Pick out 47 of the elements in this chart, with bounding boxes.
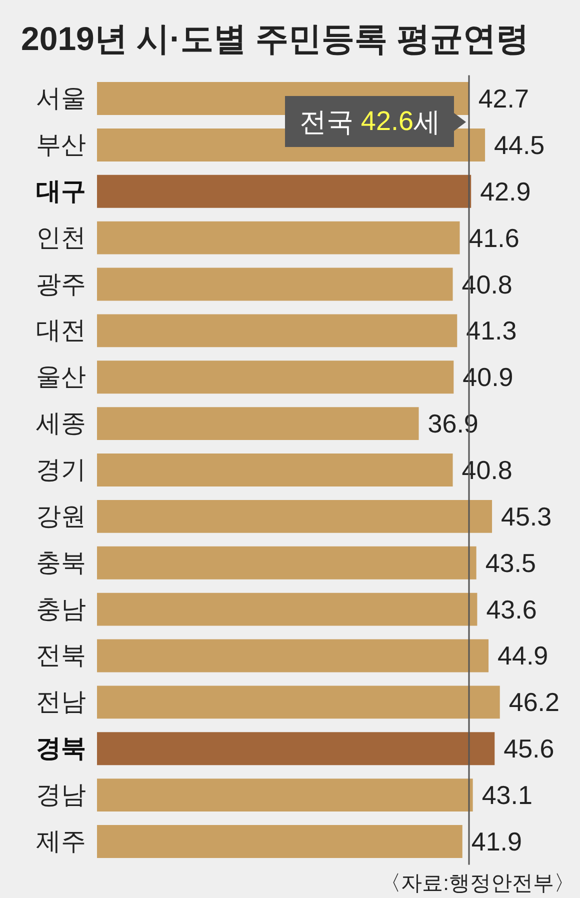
data-label: 43.1 [482,780,532,810]
bar [97,546,476,580]
data-label: 45.6 [504,734,554,764]
bar [97,268,453,301]
data-label: 44.5 [494,130,545,160]
y-tick-label: 전남 [36,688,86,716]
bar [97,314,458,348]
bar [97,592,478,626]
y-tick-label: 세종 [36,410,86,438]
bar [97,732,495,766]
y-tick-label: 제주 [36,827,86,856]
bar [97,407,419,440]
y-tick-label: 광주 [36,270,86,298]
chart-title: 2019년 시·도별 주민등록 평균연령 [21,20,529,57]
bar [97,825,462,858]
y-tick-label: 경남 [36,781,86,810]
y-tick-label: 충남 [36,595,86,624]
data-label: 43.6 [486,594,537,624]
data-label: 46.2 [508,687,560,718]
data-label: 42.7 [478,84,529,114]
data-label: 41.6 [468,222,520,253]
bar [97,221,460,254]
text: 〈자료:행정안전부〉 [380,872,576,895]
y-tick-label: 대전 [36,316,86,345]
ref-line-label: 전국 42.6세 [285,96,454,148]
data-label: 45.3 [501,501,552,532]
y-tick-label: 인천 [36,224,86,252]
y-tick-label: 울산 [36,363,86,392]
y-tick-label: 부산 [36,130,86,159]
data-label: 41.9 [471,826,522,856]
y-tick-label: 전북 [36,642,86,670]
bar [97,778,473,812]
bar [97,454,453,486]
y-tick-label: 충북 [36,548,86,577]
y-tick-label: 대구 [36,177,86,206]
bar [97,686,500,719]
data-label: 42.9 [480,176,531,206]
y-tick-label: 경기 [36,456,86,484]
y-tick-label: 서울 [36,84,86,113]
data-label: 43.5 [485,548,536,578]
y-tick-label: 강원 [36,502,86,530]
bar [97,639,489,672]
bar [97,500,492,533]
data-label: 44.9 [498,640,548,671]
bar [97,360,454,394]
bar [97,174,472,208]
y-tick-label: 경북 [36,734,86,763]
